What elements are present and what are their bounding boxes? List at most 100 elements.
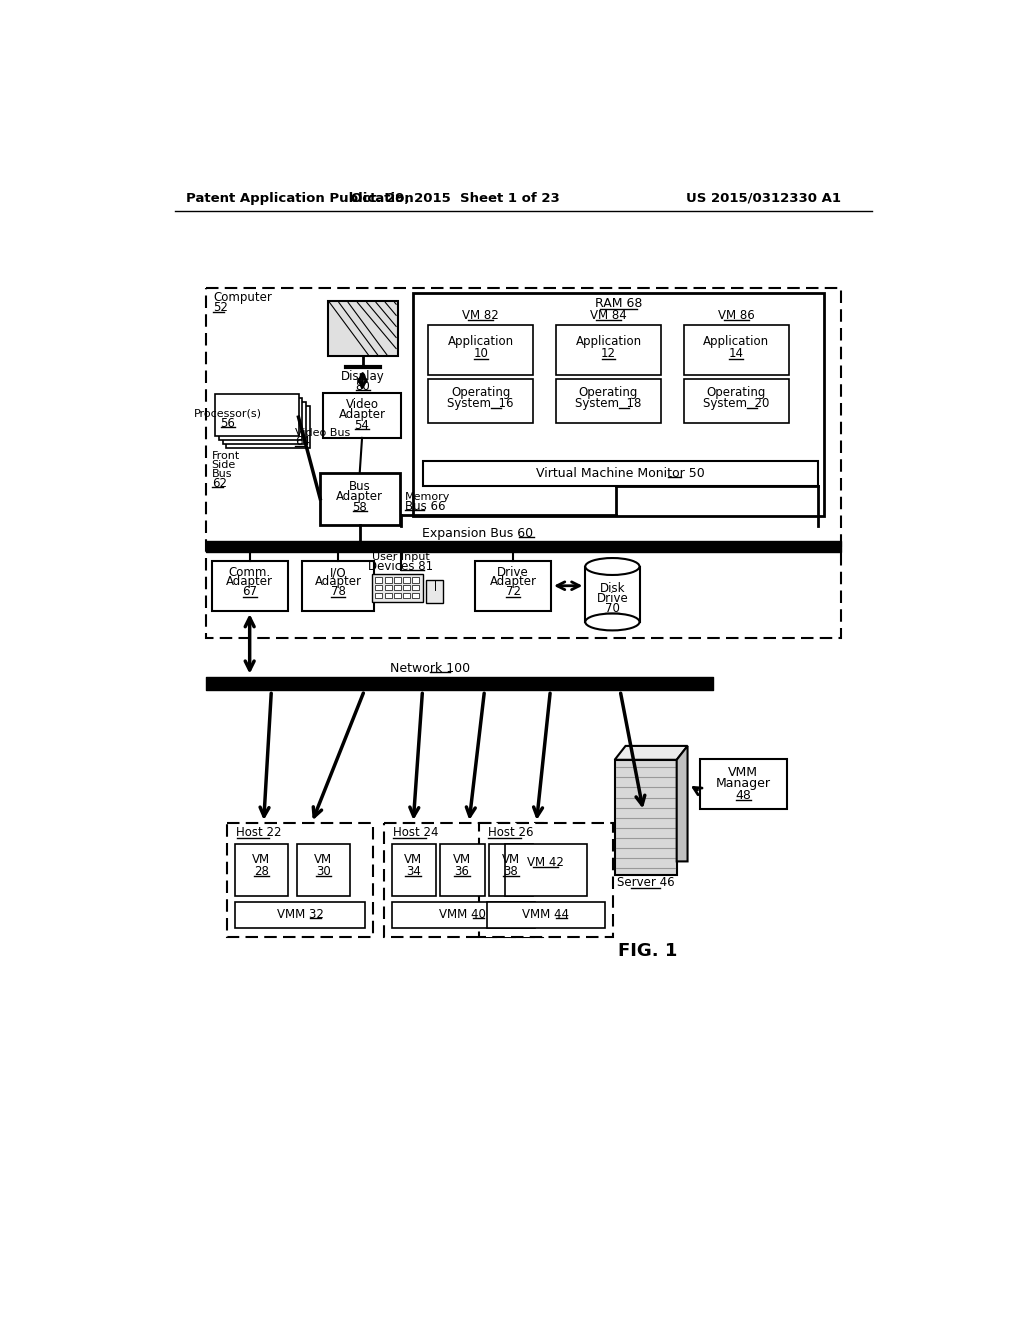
Text: Adapter: Adapter <box>339 408 386 421</box>
Text: VM 86: VM 86 <box>718 309 755 322</box>
Bar <box>486 903 605 928</box>
Text: Server 46: Server 46 <box>616 876 675 890</box>
Text: VM: VM <box>453 853 471 866</box>
Text: 28: 28 <box>254 865 268 878</box>
Ellipse shape <box>586 558 640 576</box>
Text: Side: Side <box>212 459 236 470</box>
Bar <box>321 473 400 525</box>
Text: 36: 36 <box>455 865 469 878</box>
Polygon shape <box>614 746 687 760</box>
Text: System  18: System 18 <box>575 397 642 409</box>
Bar <box>328 301 397 356</box>
Text: Patent Application Publication: Patent Application Publication <box>186 191 414 205</box>
Text: Adapter: Adapter <box>314 576 361 589</box>
Bar <box>385 577 391 582</box>
Bar <box>394 577 400 582</box>
Text: 78: 78 <box>331 585 345 598</box>
Bar <box>413 593 420 598</box>
Bar <box>391 903 535 928</box>
Text: VMM 40: VMM 40 <box>439 908 486 921</box>
Text: 48: 48 <box>735 788 752 801</box>
Text: Application: Application <box>447 335 514 348</box>
Text: Operating: Operating <box>579 385 638 399</box>
Bar <box>556 379 662 424</box>
Bar <box>394 593 400 598</box>
Bar <box>234 903 366 928</box>
Bar <box>226 405 310 447</box>
Text: VMM 44: VMM 44 <box>522 908 569 921</box>
Text: US 2015/0312330 A1: US 2015/0312330 A1 <box>686 191 841 205</box>
Text: I/O: I/O <box>330 566 346 579</box>
Text: Host 24: Host 24 <box>393 826 438 840</box>
Text: Operating: Operating <box>707 385 766 399</box>
Text: Operating: Operating <box>451 385 510 399</box>
Bar <box>302 561 374 611</box>
Text: Bus: Bus <box>212 469 232 479</box>
Bar <box>403 585 410 590</box>
Bar <box>403 593 410 598</box>
Text: Expansion Bus 60: Expansion Bus 60 <box>423 527 534 540</box>
Bar <box>394 585 400 590</box>
Bar <box>550 306 667 457</box>
Bar <box>428 379 534 424</box>
Text: 72: 72 <box>506 585 520 598</box>
Bar <box>234 843 288 896</box>
Text: 14: 14 <box>729 347 743 360</box>
Bar <box>700 759 786 809</box>
Bar <box>206 288 841 638</box>
Text: VM: VM <box>252 853 270 866</box>
Text: VM: VM <box>502 853 520 866</box>
Bar <box>372 574 423 602</box>
Text: System  20: System 20 <box>703 397 770 409</box>
Text: RAM 68: RAM 68 <box>595 297 642 310</box>
Bar <box>212 561 288 611</box>
Text: Memory: Memory <box>404 492 451 502</box>
Text: Drive: Drive <box>597 591 629 605</box>
Bar <box>384 822 543 937</box>
Text: VM 82: VM 82 <box>462 309 499 322</box>
Bar <box>375 577 382 582</box>
Text: Adapter: Adapter <box>336 490 383 503</box>
Text: Application: Application <box>703 335 769 348</box>
Text: VM: VM <box>404 853 422 866</box>
Text: System  16: System 16 <box>447 397 514 409</box>
Text: Adapter: Adapter <box>226 576 273 589</box>
Text: Processor(s): Processor(s) <box>194 408 262 418</box>
Text: Display: Display <box>341 370 385 383</box>
Text: Devices 81: Devices 81 <box>369 560 433 573</box>
Text: 12: 12 <box>601 347 616 360</box>
Bar <box>375 593 382 598</box>
Bar <box>475 561 551 611</box>
Ellipse shape <box>586 614 640 631</box>
Bar <box>385 593 391 598</box>
Text: Network 100: Network 100 <box>390 661 470 675</box>
Bar <box>426 581 443 603</box>
Text: VMM 32: VMM 32 <box>276 908 324 921</box>
Text: VM 42: VM 42 <box>527 855 564 869</box>
Bar <box>324 393 400 438</box>
Text: 30: 30 <box>316 865 331 878</box>
Bar <box>219 397 302 441</box>
Text: 34: 34 <box>406 865 421 878</box>
Bar <box>403 577 410 582</box>
Bar <box>423 306 539 457</box>
Bar <box>489 843 534 896</box>
Bar <box>215 395 299 437</box>
Bar <box>428 325 534 375</box>
Text: 67: 67 <box>242 585 257 598</box>
Text: 70: 70 <box>605 602 620 615</box>
Bar <box>684 325 790 375</box>
Bar <box>506 843 587 896</box>
Bar <box>479 822 613 937</box>
Text: Bus 66: Bus 66 <box>404 500 445 513</box>
Text: 52: 52 <box>213 301 228 314</box>
Text: User Input: User Input <box>372 552 430 562</box>
Text: Application: Application <box>575 335 642 348</box>
Bar <box>614 760 677 875</box>
Bar <box>297 843 349 896</box>
Text: 54: 54 <box>354 418 370 432</box>
Text: 64: 64 <box>295 436 309 449</box>
Bar <box>413 577 420 582</box>
Text: Adapter: Adapter <box>489 576 537 589</box>
Text: VM 84: VM 84 <box>590 309 627 322</box>
